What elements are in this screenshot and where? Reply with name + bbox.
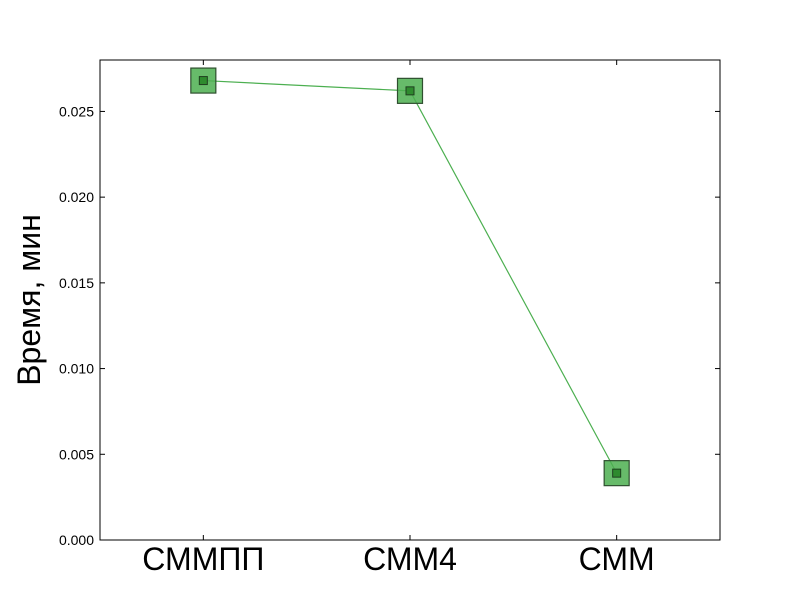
x-tick-label: СММ — [579, 541, 655, 577]
y-tick-label: 0.020 — [59, 189, 94, 205]
y-axis-ticks: 0.000 0.005 0.010 0.015 0.020 0.025 — [59, 103, 720, 548]
y-axis-title: Время, мин — [11, 214, 47, 386]
y-tick-label: 0.005 — [59, 446, 94, 462]
data-point-marker — [603, 460, 630, 487]
x-tick-label: СММПП — [142, 541, 264, 577]
data-point-inner-marker — [198, 76, 208, 86]
x-axis-ticks: СММПП СММ4 СММ — [142, 60, 655, 577]
y-tick-label: 0.010 — [59, 361, 94, 377]
y-tick-label: 0.000 — [59, 532, 94, 548]
data-point-inner-marker — [405, 86, 415, 96]
x-tick-label: СММ4 — [363, 541, 457, 577]
plot-area — [99, 59, 721, 541]
y-tick-label: 0.015 — [59, 275, 94, 291]
y-tick-label: 0.025 — [59, 103, 94, 119]
series-layer — [190, 67, 630, 487]
data-point-inner-marker — [612, 468, 622, 478]
